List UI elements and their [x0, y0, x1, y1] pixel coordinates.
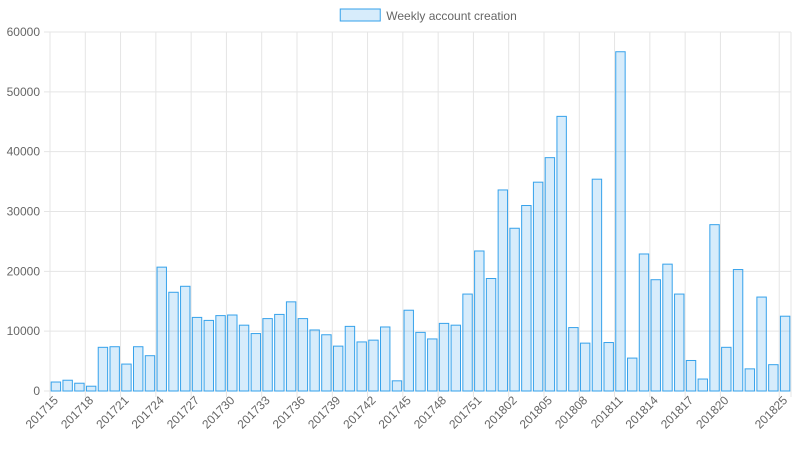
- bar: [62, 379, 73, 392]
- bar: [568, 327, 579, 392]
- bar: [215, 315, 226, 392]
- bar: [191, 316, 203, 392]
- bar: [438, 322, 450, 392]
- bar: [603, 342, 614, 392]
- bar: [227, 314, 238, 392]
- bar: [662, 263, 673, 392]
- bar: [721, 346, 732, 392]
- x-tick-label: 201825: [752, 393, 790, 431]
- bar: [74, 382, 85, 392]
- bar: [591, 178, 603, 392]
- bar: [697, 378, 708, 392]
- bar: [544, 157, 556, 392]
- y-tick-label: 50000: [7, 85, 41, 99]
- x-tick-label: 201817: [658, 393, 696, 431]
- bar: [274, 313, 285, 392]
- bar: [262, 318, 273, 392]
- bar: [532, 181, 544, 392]
- bar: [344, 325, 356, 392]
- legend-swatch[interactable]: [339, 8, 381, 22]
- y-tick-label: 10000: [7, 324, 41, 338]
- bar: [685, 359, 697, 392]
- x-tick-label: 201718: [58, 393, 96, 431]
- bar: [674, 293, 685, 392]
- bar: [779, 315, 791, 392]
- x-tick-label: 201808: [552, 393, 590, 431]
- x-tick-label: 201733: [234, 393, 272, 431]
- bar: [556, 115, 567, 392]
- bar: [415, 331, 426, 392]
- bar: [180, 285, 191, 392]
- bar: [650, 279, 661, 392]
- x-tick-label: 201820: [693, 393, 731, 431]
- bar: [638, 253, 650, 392]
- x-tick-label: 201721: [93, 393, 131, 431]
- bar: [627, 357, 638, 392]
- bar: [450, 324, 461, 392]
- bar: [250, 333, 262, 392]
- y-tick-label: 20000: [7, 264, 41, 278]
- bar: [121, 363, 132, 392]
- bar: [144, 355, 156, 392]
- x-tick-label: 201748: [411, 393, 449, 431]
- x-tick-label: 201730: [199, 393, 237, 431]
- x-tick-label: 201736: [270, 393, 308, 431]
- bar: [521, 205, 532, 392]
- bar: [427, 338, 438, 392]
- bar: [133, 346, 144, 392]
- x-tick-label: 201751: [446, 393, 484, 431]
- bar: [579, 342, 591, 392]
- bar: [238, 324, 250, 392]
- legend-label: Weekly account creation: [386, 9, 517, 23]
- bar: [50, 381, 62, 392]
- bar: [485, 278, 497, 392]
- bar: [615, 51, 626, 392]
- bar: [509, 227, 520, 392]
- bar: [285, 301, 297, 392]
- bar: [391, 380, 403, 392]
- bar: [168, 291, 179, 392]
- bar: [462, 293, 473, 392]
- bar: [321, 334, 332, 392]
- bar: [109, 346, 120, 392]
- y-tick-label: 30000: [7, 205, 41, 219]
- y-tick-label: 60000: [7, 25, 41, 39]
- bar: [497, 189, 509, 392]
- bar: [474, 250, 485, 392]
- bar: [403, 309, 414, 392]
- bar: [309, 329, 320, 392]
- x-tick-label: 201745: [376, 393, 414, 431]
- y-tick-label: 40000: [7, 145, 41, 159]
- bar: [203, 319, 214, 392]
- bar: [368, 339, 379, 392]
- bar: [768, 364, 779, 392]
- bar: [332, 345, 344, 392]
- bar: [732, 269, 744, 392]
- bar: [156, 266, 167, 392]
- x-tick-label: 201727: [164, 393, 202, 431]
- bar: [356, 341, 367, 392]
- bar: [97, 346, 109, 392]
- x-tick-label: 201814: [623, 393, 661, 431]
- x-tick-label: 201805: [517, 393, 555, 431]
- bar: [297, 318, 309, 392]
- x-tick-label: 201802: [481, 393, 519, 431]
- x-tick-label: 201742: [340, 393, 378, 431]
- y-tick-label: 0: [33, 384, 40, 398]
- x-tick-label: 201811: [588, 393, 626, 431]
- bar: [85, 385, 97, 392]
- bar: [756, 296, 767, 392]
- bar: [380, 326, 391, 392]
- x-tick-label: 201724: [129, 393, 167, 431]
- bar: [709, 224, 720, 392]
- x-tick-label: 201739: [305, 393, 343, 431]
- x-tick-label: 201715: [23, 393, 61, 431]
- bar: [744, 368, 756, 392]
